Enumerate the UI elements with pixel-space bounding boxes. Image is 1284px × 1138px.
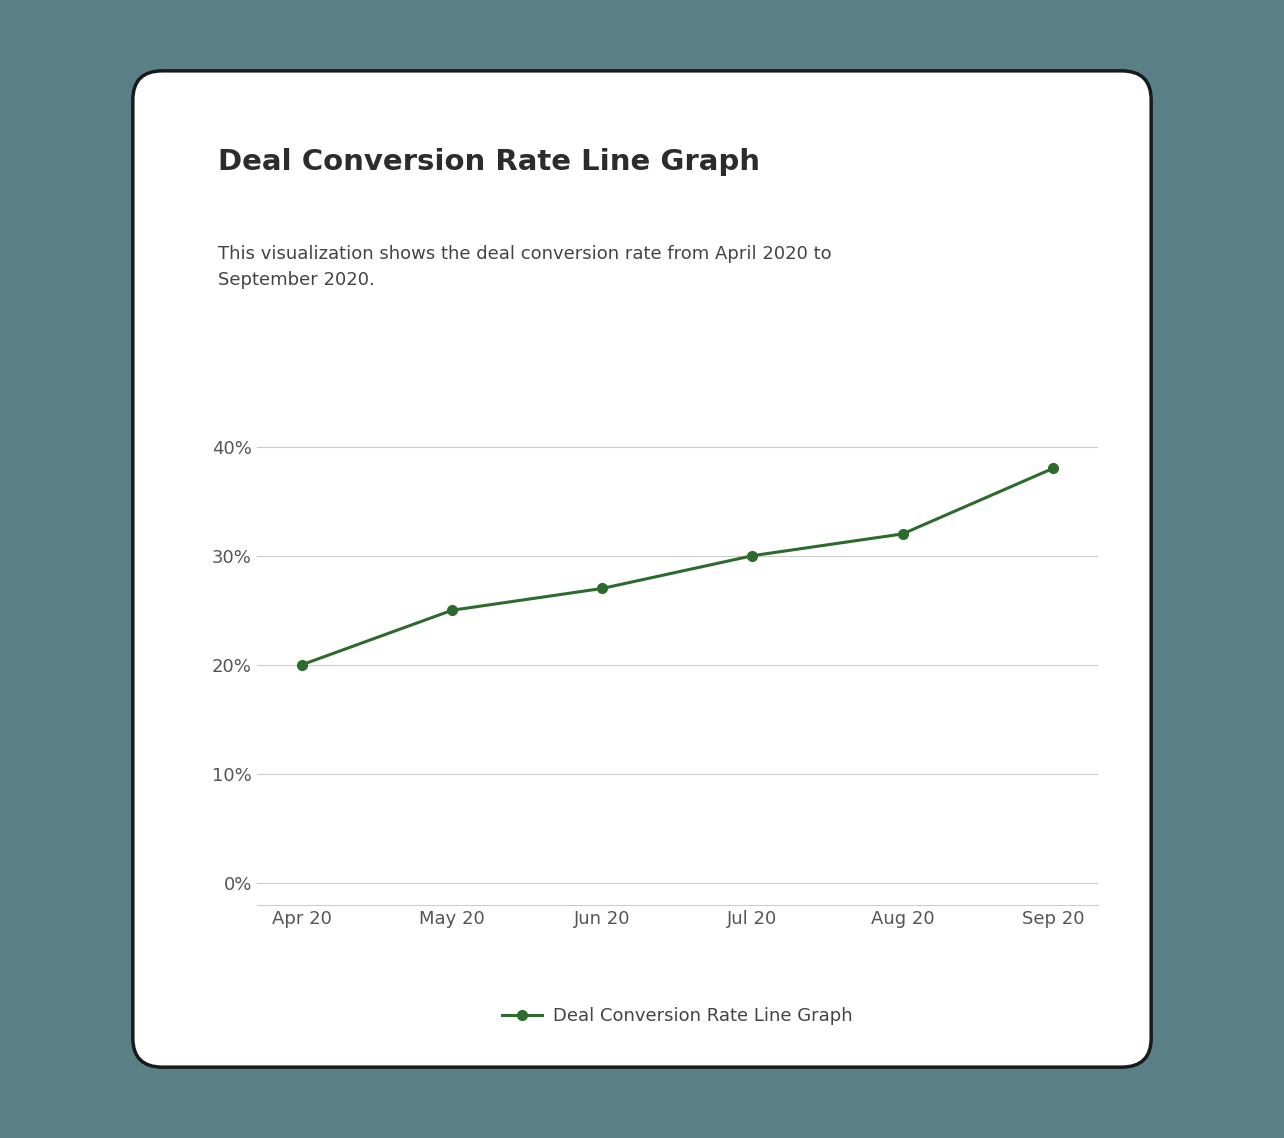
Text: Deal Conversion Rate Line Graph: Deal Conversion Rate Line Graph <box>218 148 760 176</box>
FancyBboxPatch shape <box>132 71 1152 1067</box>
Legend: Deal Conversion Rate Line Graph: Deal Conversion Rate Line Graph <box>496 1000 859 1032</box>
Text: This visualization shows the deal conversion rate from April 2020 to
September 2: This visualization shows the deal conver… <box>218 245 832 289</box>
